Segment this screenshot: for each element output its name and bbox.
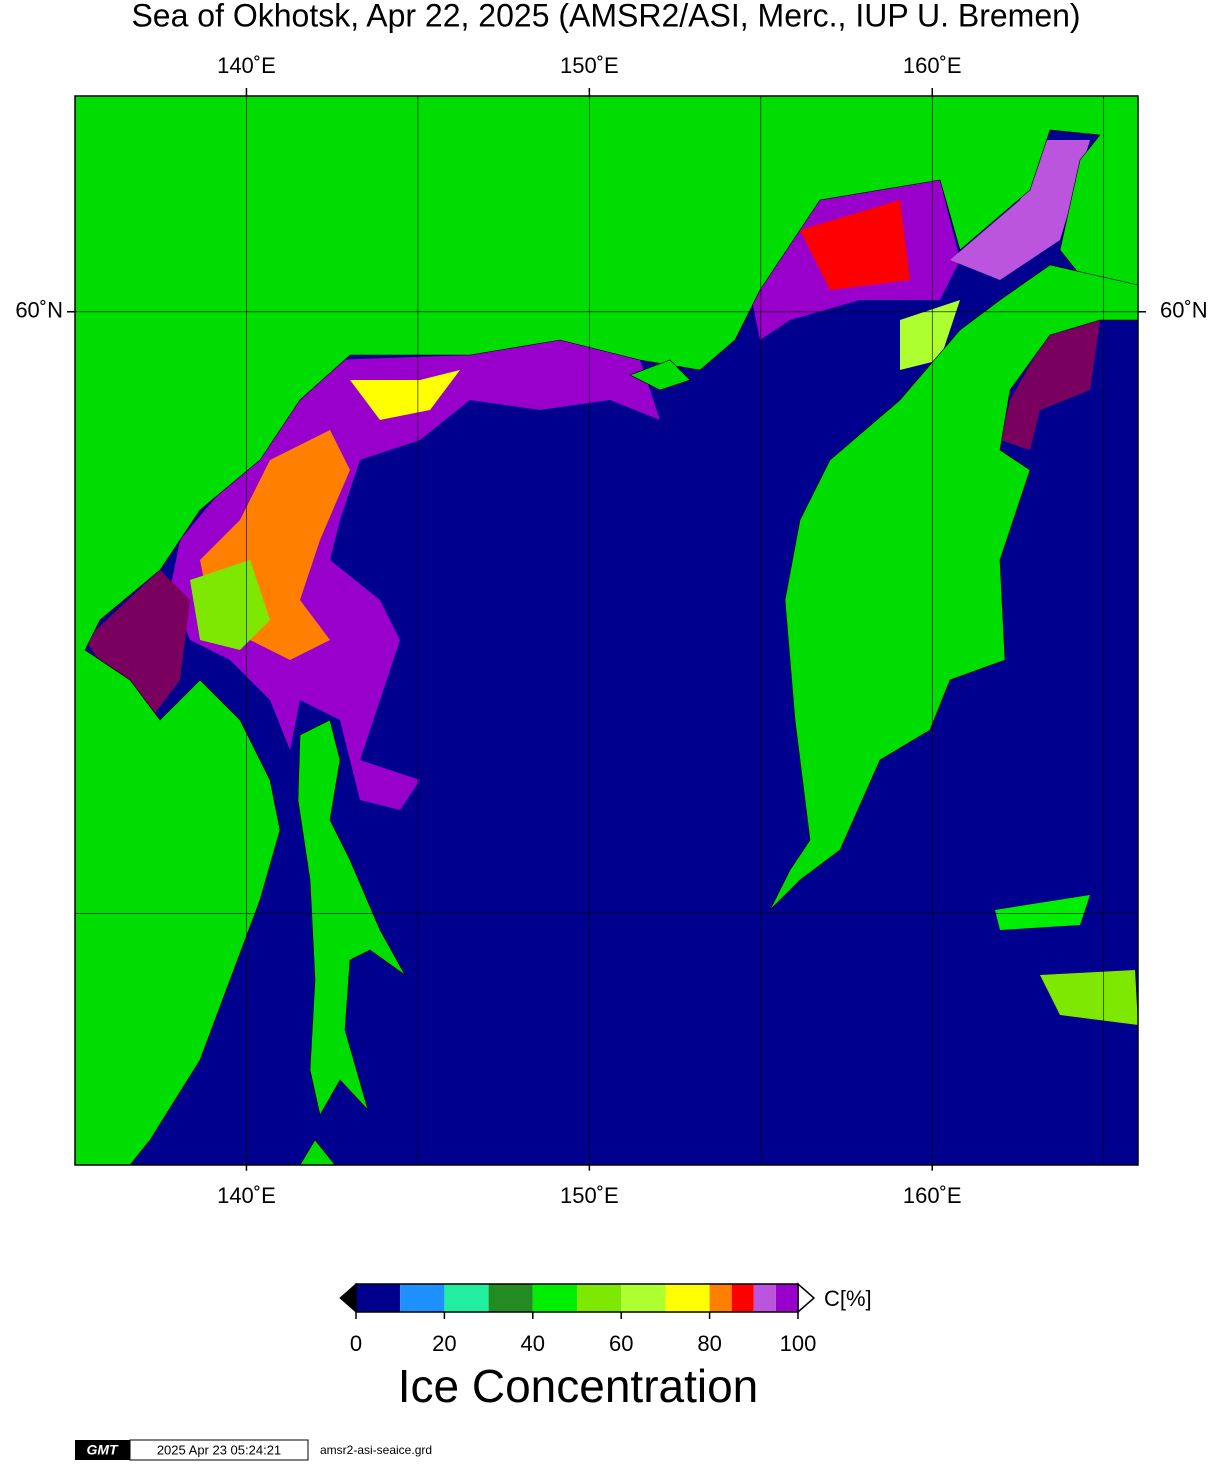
ice-field (85, 140, 1138, 1025)
mainland (74, 95, 1139, 1166)
sakhalin (297, 719, 406, 1116)
ice-fast (1000, 320, 1100, 450)
colorbar-under (339, 1282, 357, 1314)
colorbar-tick-label: 80 (697, 1331, 721, 1356)
colorbar-title: Ice Concentration (398, 1360, 759, 1412)
lon-tick-label: 140˚E (217, 1183, 276, 1208)
lon-tick-label: 140˚E (217, 53, 276, 78)
kamchatka (769, 264, 1139, 911)
ice-fast (85, 570, 190, 720)
lon-tick-label: 160˚E (903, 53, 962, 78)
colorbar-segment (709, 1284, 732, 1312)
colorbar-tick-label: 40 (521, 1331, 545, 1356)
map-frame (74, 95, 1139, 1166)
colorbar-segment (753, 1284, 776, 1312)
colorbar-segment (577, 1284, 622, 1312)
logo: GMT (86, 1442, 119, 1458)
ice-mid (800, 200, 910, 290)
logo-box (75, 1440, 130, 1460)
ice-low (995, 895, 1090, 930)
lon-tick-label: 160˚E (903, 1183, 962, 1208)
graticule (75, 96, 1138, 1163)
file-name: amsr2-asi-seaice.grd (320, 1443, 432, 1457)
map-title: Sea of Okhotsk, Apr 22, 2025 (AMSR2/ASI,… (131, 0, 1080, 33)
island (629, 359, 691, 391)
colorbar-segment (775, 1284, 798, 1312)
colorbar-segment (488, 1284, 533, 1312)
colorbar-tick-label: 0 (350, 1331, 362, 1356)
ice-mid (350, 370, 460, 420)
colorbar-segment (400, 1284, 445, 1312)
ice-low (1040, 970, 1138, 1025)
ice-low (190, 560, 270, 650)
colorbar-over (797, 1282, 816, 1314)
colorbar: 0 20 40 60 80 100 (339, 1282, 817, 1356)
colorbar-segment (731, 1284, 754, 1312)
lon-tick-label: 150˚E (560, 53, 619, 78)
colorbar-tick-label: 100 (780, 1331, 817, 1356)
timestamp: 2025 Apr 23 05:24:21 (157, 1442, 281, 1457)
colorbar-segment (356, 1284, 401, 1312)
colorbar-segment (532, 1284, 577, 1312)
land (74, 95, 1139, 1166)
colorbar-tick-label: 20 (432, 1331, 456, 1356)
footer: GMT 2025 Apr 23 05:24:21 amsr2-asi-seaic… (75, 1439, 432, 1461)
colorbar-segment (621, 1284, 666, 1312)
colorbar-segment (665, 1284, 710, 1312)
map-border (74, 95, 1139, 1166)
colorbar-tick-label: 60 (609, 1331, 633, 1356)
lat-tick-label: 60˚N (15, 298, 63, 323)
colorbar-border (355, 1283, 799, 1313)
lon-tick-label: 150˚E (560, 1183, 619, 1208)
colorbar-unit: C[%] (824, 1286, 872, 1311)
colorbar-segment (444, 1284, 489, 1312)
ice-high (950, 140, 1090, 280)
ice-low (900, 300, 960, 370)
lat-tick-label: 60˚N (1160, 298, 1208, 323)
timestamp-box (129, 1439, 309, 1461)
